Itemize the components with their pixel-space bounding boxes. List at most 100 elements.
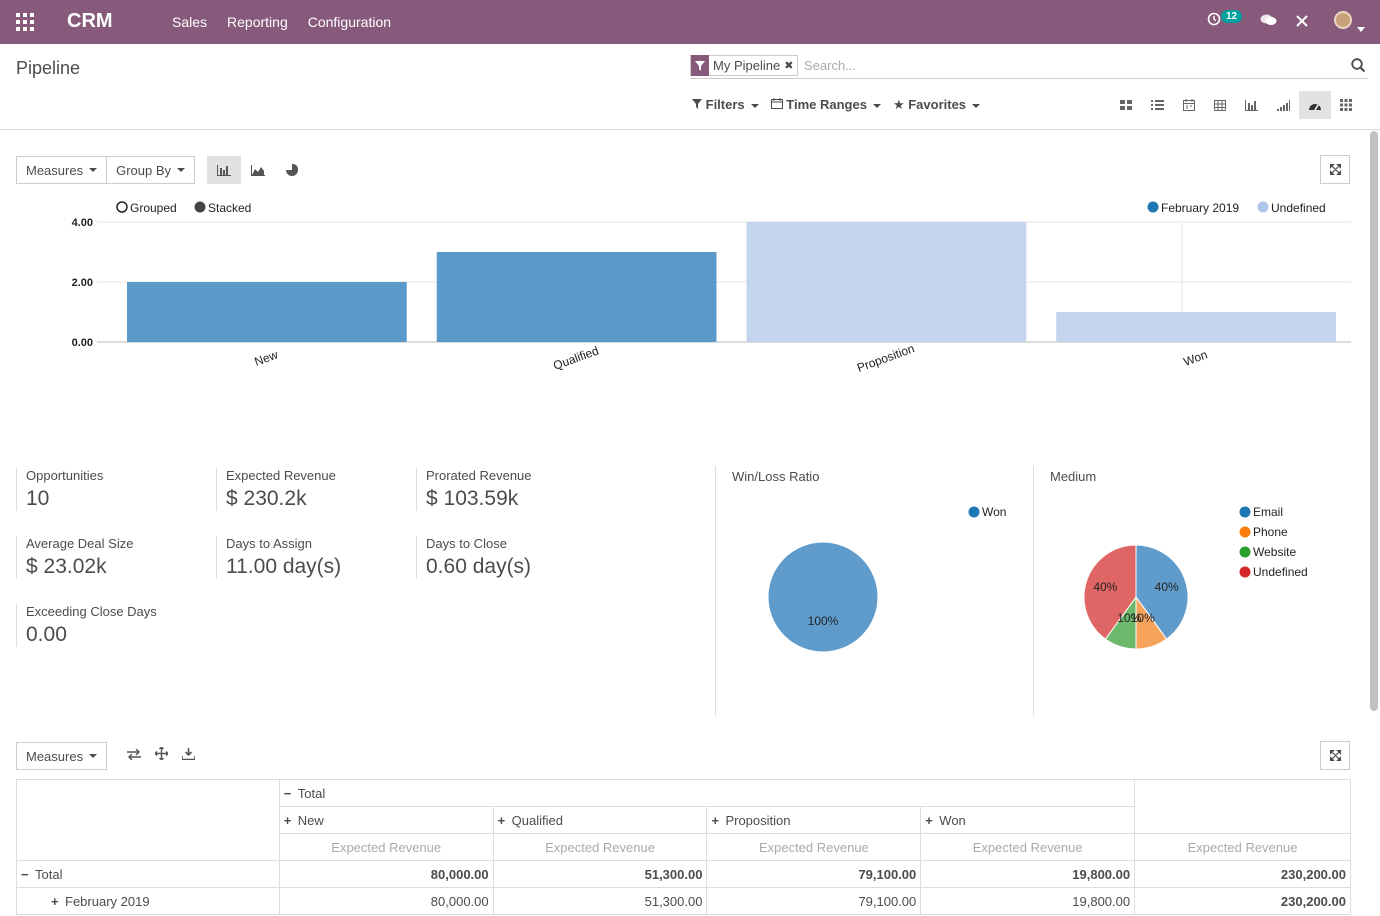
bar-won-undefined[interactable] [1056, 312, 1336, 342]
legend-swatch-phone[interactable] [1239, 526, 1251, 538]
y-tick-label: 2.00 [72, 277, 93, 289]
pivot-col-header-new[interactable]: + New [278, 806, 494, 834]
pie-slice-undefined[interactable] [1083, 544, 1137, 640]
pivot-row-header-total[interactable]: − Total [16, 860, 280, 888]
messages-icon[interactable] [1260, 13, 1277, 32]
search-input[interactable]: Search... [804, 58, 857, 73]
pivot-cell-grand-total[interactable]: 230,200.00 [1134, 860, 1351, 888]
user-menu-chevron-icon[interactable] [1357, 19, 1365, 37]
kanban-view-icon[interactable] [1110, 91, 1142, 119]
legend-label-email[interactable]: Email [1253, 505, 1283, 519]
pivot-row-label: February 2019 [65, 893, 150, 909]
search-facet[interactable]: My Pipeline ✖ [690, 55, 799, 76]
menu-configuration[interactable]: Configuration [307, 14, 392, 30]
stat-average-deal-size[interactable]: Average Deal Size $ 23.02k [16, 536, 133, 579]
pivot-view-icon[interactable] [1205, 91, 1237, 119]
pivot-cell[interactable]: 19,800.00 [920, 887, 1136, 915]
legend-swatch[interactable] [1147, 201, 1159, 213]
grouped-label[interactable]: Grouped [130, 201, 177, 215]
search-bar[interactable]: My Pipeline ✖ Search... [690, 55, 1368, 79]
cohort-view-icon[interactable] [1268, 91, 1300, 119]
stat-days-to-close[interactable]: Days to Close 0.60 day(s) [416, 536, 531, 579]
pie-slice-email[interactable] [1135, 544, 1189, 640]
bar-new-february-2019[interactable] [127, 282, 407, 342]
grid-view-icon[interactable] [1331, 91, 1363, 119]
user-avatar[interactable] [1334, 11, 1352, 29]
menu-sales[interactable]: Sales [172, 14, 208, 30]
pivot-measures-dropdown[interactable]: Measures [16, 742, 108, 770]
grouped-radio[interactable] [116, 201, 128, 213]
legend-label-website[interactable]: Website [1253, 545, 1296, 559]
facet-remove-icon[interactable]: ✖ [784, 60, 794, 72]
list-view-icon[interactable] [1142, 91, 1174, 119]
pivot-header-row-stages: + New + Qualified + Proposition + Won [17, 806, 1351, 834]
pivot-col-header-total[interactable]: − Total [278, 779, 1136, 807]
pivot-measure-header[interactable]: Expected Revenue [920, 833, 1136, 861]
pivot-col-header-qualified[interactable]: + Qualified [492, 806, 708, 834]
pivot-cell[interactable]: 79,100.00 [706, 860, 922, 888]
pivot-expand-icon[interactable] [1320, 741, 1350, 770]
legend-label-phone[interactable]: Phone [1253, 525, 1288, 539]
line-chart-icon[interactable] [241, 156, 275, 184]
pivot-col-header-won[interactable]: + Won [920, 806, 1136, 834]
pivot-cell-row-total[interactable]: 230,200.00 [1134, 887, 1351, 915]
medium-legend: Email Phone Website Undefined [1239, 505, 1308, 579]
graph-view-icon[interactable] [1236, 91, 1268, 119]
pie-chart-icon[interactable] [275, 156, 309, 184]
legend-swatch[interactable] [1257, 201, 1269, 213]
legend-label[interactable]: Undefined [1271, 201, 1326, 215]
graph-expand-icon[interactable] [1320, 155, 1350, 184]
pivot-cell[interactable]: 79,100.00 [706, 887, 922, 915]
apps-menu-icon[interactable] [16, 13, 34, 31]
pivot-measure-header[interactable]: Expected Revenue [1134, 833, 1351, 861]
download-icon[interactable] [181, 747, 196, 763]
stacked-radio[interactable] [194, 201, 206, 213]
dashboard-view-icon[interactable] [1299, 91, 1331, 119]
debug-tools-icon[interactable] [1295, 14, 1309, 33]
menu-reporting[interactable]: Reporting [227, 14, 288, 30]
filters-dropdown[interactable]: Filters [692, 97, 759, 113]
pivot-cell[interactable]: 51,300.00 [492, 887, 708, 915]
pivot-col-header-proposition[interactable]: + Proposition [706, 806, 922, 834]
favorites-dropdown[interactable]: ★ Favorites [892, 97, 981, 113]
activity-clock-icon[interactable]: 12 [1207, 10, 1243, 31]
pivot-cell[interactable]: 80,000.00 [278, 887, 494, 915]
vertical-scrollbar[interactable] [1370, 131, 1378, 711]
group-by-label: Group By [116, 162, 171, 178]
stat-opportunities[interactable]: Opportunities 10 [16, 468, 103, 511]
pie-slice-won[interactable] [767, 541, 879, 653]
bar-qualified-february-2019[interactable] [436, 252, 717, 342]
x-tick-label: Qualified [551, 343, 600, 372]
app-brand[interactable]: CRM [67, 10, 113, 32]
stat-value: 10 [26, 487, 50, 510]
stat-expected-revenue[interactable]: Expected Revenue $ 230.2k [216, 468, 336, 511]
pivot-row-label: Total [35, 866, 63, 882]
flip-axis-icon[interactable] [127, 747, 141, 763]
legend-label[interactable]: February 2019 [1161, 201, 1239, 215]
legend-swatch-website[interactable] [1239, 546, 1251, 558]
bar-chart-icon[interactable] [207, 156, 241, 184]
bar-proposition-undefined[interactable] [746, 222, 1027, 342]
calendar-view-icon[interactable] [1173, 91, 1205, 119]
main-menu: Sales Reporting Configuration [172, 14, 391, 30]
star-icon: ★ [892, 97, 905, 112]
pivot-cell[interactable]: 19,800.00 [920, 860, 1136, 888]
pivot-measure-header[interactable]: Expected Revenue [492, 833, 708, 861]
pivot-cell[interactable]: 51,300.00 [492, 860, 708, 888]
group-by-dropdown[interactable]: Group By [107, 156, 195, 184]
pivot-measure-header[interactable]: Expected Revenue [278, 833, 494, 861]
measures-dropdown[interactable]: Measures [16, 156, 108, 184]
legend-swatch-undefined[interactable] [1239, 566, 1251, 578]
time-ranges-dropdown[interactable]: Time Ranges [770, 97, 881, 113]
legend-label-undefined[interactable]: Undefined [1253, 565, 1308, 579]
legend-swatch-email[interactable] [1239, 506, 1251, 518]
stat-prorated-revenue[interactable]: Prorated Revenue $ 103.59k [416, 468, 532, 511]
search-icon[interactable] [1351, 58, 1366, 73]
expand-all-icon[interactable] [154, 746, 169, 763]
stacked-label[interactable]: Stacked [208, 201, 251, 215]
stat-days-to-assign[interactable]: Days to Assign 11.00 day(s) [216, 536, 341, 579]
stat-exceeding-close-days[interactable]: Exceeding Close Days 0.00 [16, 604, 157, 647]
pivot-row-header-february-2019[interactable]: + February 2019 [16, 887, 280, 915]
pivot-measure-header[interactable]: Expected Revenue [706, 833, 922, 861]
pivot-cell[interactable]: 80,000.00 [278, 860, 494, 888]
